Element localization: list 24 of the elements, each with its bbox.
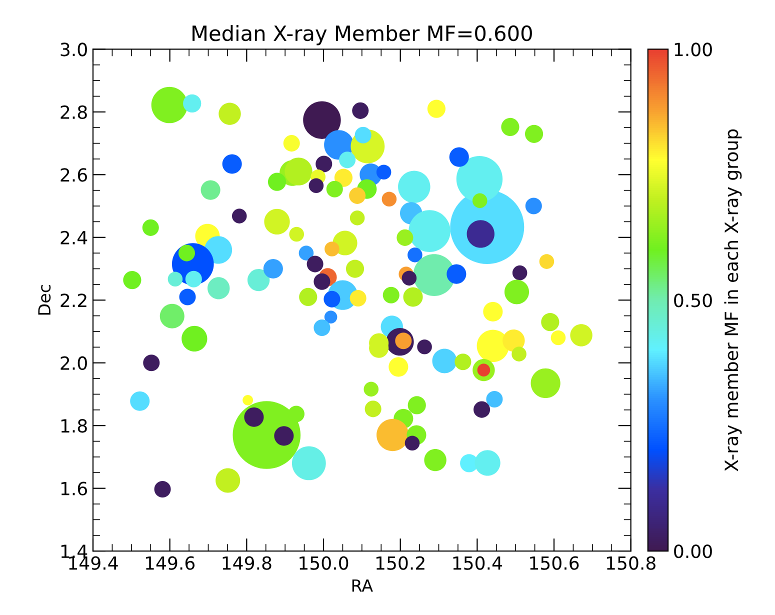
x-tick-label: 149.4 bbox=[69, 556, 118, 570]
x-tick-label: 150.8 bbox=[606, 556, 656, 570]
x-tick-label: 149.6 bbox=[146, 556, 195, 570]
color-bar-title: X-ray member MF in each X-ray group bbox=[724, 129, 742, 472]
x-tick-label: 150.4 bbox=[453, 556, 502, 570]
color-bar-label: 1.00 bbox=[674, 42, 712, 56]
x-tick-label: 149.8 bbox=[222, 556, 272, 570]
y-tick-label: 2.8 bbox=[60, 105, 87, 120]
x-axis-title: RA bbox=[352, 579, 373, 592]
x-tick-label: 150.6 bbox=[530, 556, 579, 570]
y-tick-label: 2.0 bbox=[60, 356, 87, 370]
y-tick-label: 2.4 bbox=[60, 230, 88, 244]
x-tick-label: 150.0 bbox=[300, 556, 348, 570]
y-tick-label: 1.8 bbox=[61, 419, 87, 433]
y-tick-label: 2.6 bbox=[60, 168, 88, 182]
color-bar-label: 0.50 bbox=[674, 294, 712, 308]
color-bar-label: 0.00 bbox=[674, 544, 712, 558]
y-axis-title: Dec bbox=[38, 285, 51, 315]
y-tick-label: 2.2 bbox=[60, 294, 86, 307]
y-tick-label: 1.4 bbox=[61, 544, 88, 558]
chart-title: Median X-ray Member MF=0.600 bbox=[192, 25, 532, 46]
y-tick-label: 3.0 bbox=[60, 42, 87, 56]
y-tick-label: 1.6 bbox=[61, 482, 88, 496]
x-tick-label: 150.2 bbox=[376, 556, 424, 570]
